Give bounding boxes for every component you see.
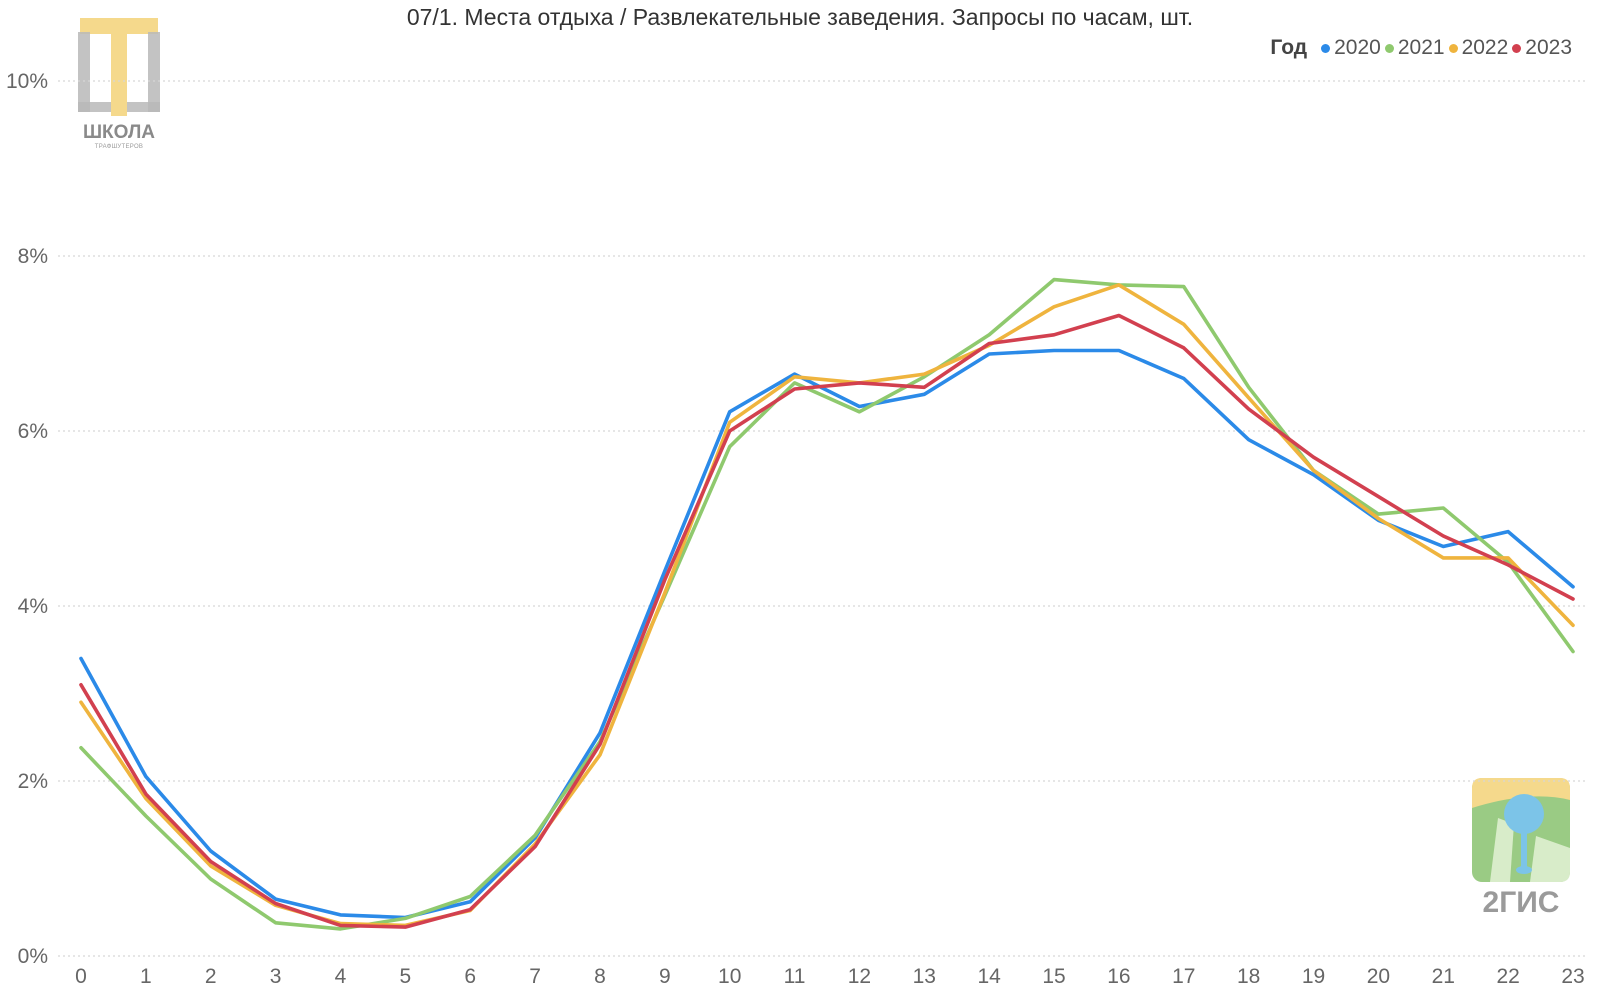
school-logo-text: ШКОЛА: [82, 122, 156, 143]
x-tick-label: 0: [75, 965, 87, 988]
y-tick-label: 6%: [18, 420, 48, 443]
gis-logo: 2ГИС: [1470, 778, 1572, 938]
x-tick-label: 14: [977, 965, 1001, 988]
x-tick-label: 13: [913, 965, 936, 988]
chart-title: 07/1. Места отдыха / Развлекательные зав…: [406, 4, 1194, 30]
x-tick-label: 23: [1561, 965, 1584, 988]
legend-item-2022[interactable]: 2022: [1448, 36, 1509, 60]
x-tick-label: 4: [335, 965, 347, 988]
legend-item-2023[interactable]: 2023: [1512, 36, 1572, 60]
y-tick-label: 0%: [18, 945, 48, 968]
legend-label: 2021: [1397, 36, 1445, 59]
legend-item-2020[interactable]: 2020: [1321, 36, 1381, 60]
x-tick-label: 22: [1496, 965, 1519, 988]
x-tick-label: 8: [594, 965, 606, 988]
series-line-2020: [79, 348, 1575, 920]
legend: Год 2020 2021 2022 2023: [1270, 36, 1572, 60]
x-tick-label: 7: [529, 965, 541, 988]
x-tick-label: 19: [1302, 965, 1325, 988]
x-tick-label: 18: [1237, 965, 1260, 988]
x-tick-label: 20: [1367, 965, 1390, 988]
x-tick-label: 3: [270, 965, 282, 988]
series-line-2021: [79, 277, 1575, 931]
x-tick-label: 1: [140, 965, 152, 988]
school-logo: ШКОЛА ТРАФШУТЕРОВ: [78, 18, 160, 158]
y-tick-label: 10%: [6, 70, 48, 93]
x-tick-label: 6: [464, 965, 476, 988]
legend-label: 2023: [1525, 36, 1572, 59]
legend-label: 2020: [1334, 36, 1381, 59]
x-tick-label: 10: [718, 965, 741, 988]
y-tick-label: 8%: [18, 245, 48, 268]
legend-label: 2022: [1461, 36, 1509, 59]
x-tick-label: 11: [784, 965, 806, 988]
legend-items: 2020 2021 2022 2023: [1317, 36, 1572, 60]
series-line-2023: [79, 313, 1575, 929]
legend-marker-icon: [1384, 43, 1394, 53]
x-tick-label: 15: [1042, 965, 1065, 988]
school-logo-subtext: ТРАФШУТЕРОВ: [94, 144, 144, 150]
legend-marker-icon: [1448, 43, 1458, 53]
x-tick-label: 12: [848, 965, 871, 988]
legend-title: Год: [1270, 36, 1308, 59]
x-tick-label: 16: [1107, 965, 1130, 988]
legend-item-2021[interactable]: 2021: [1384, 36, 1445, 60]
x-tick-label: 9: [659, 965, 671, 988]
gis-logo-text: 2ГИС: [1482, 886, 1560, 919]
y-tick-label: 4%: [18, 595, 48, 618]
x-tick-label: 21: [1432, 965, 1455, 988]
series-line-2022: [79, 283, 1575, 928]
2gis-logo-icon: [1472, 778, 1570, 882]
x-tick-label: 17: [1172, 965, 1195, 988]
school-logo-icon: [78, 18, 160, 116]
legend-marker-icon: [1321, 43, 1331, 53]
x-tick-label: 5: [400, 965, 412, 988]
x-tick-label: 2: [205, 965, 217, 988]
y-tick-label: 2%: [18, 770, 48, 793]
legend-marker-icon: [1512, 43, 1522, 53]
